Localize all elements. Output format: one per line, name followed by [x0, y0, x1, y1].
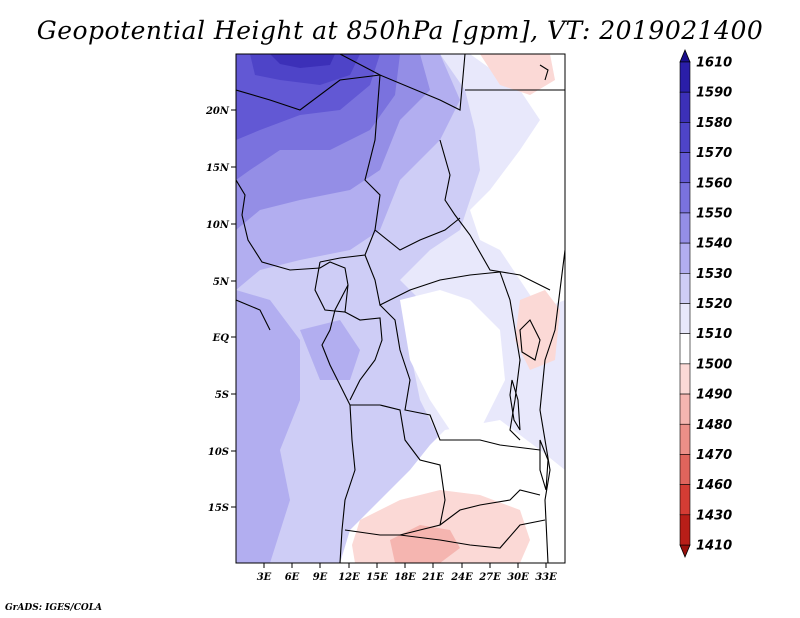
- border-angola: [350, 404, 446, 536]
- colorbar-label: 1510: [696, 327, 732, 342]
- map-frame: [235, 53, 566, 564]
- border-car-s: [364, 254, 501, 306]
- triangle-down-icon: [679, 544, 691, 559]
- colorbar-label: 1460: [696, 478, 732, 493]
- colorbar-bin: [679, 122, 691, 153]
- lat-tick-label: EQ: [212, 333, 230, 344]
- field-1570: [250, 54, 360, 85]
- lon-tick-label: 12E: [338, 572, 360, 583]
- boundaries: [236, 54, 565, 563]
- colorbar-bin: [679, 393, 691, 425]
- lat-tick-label: 15N: [206, 163, 230, 174]
- border-drc: [379, 304, 541, 451]
- colorbar-bin: [679, 152, 691, 184]
- height-field: [236, 54, 565, 563]
- colorbar-bin: [679, 91, 691, 123]
- field-1490-ne: [480, 54, 555, 95]
- lon-tick-label: 6E: [285, 572, 300, 583]
- coast-sinai: [539, 64, 549, 81]
- lat-tick-label: 20N: [205, 106, 230, 117]
- border-libya: [339, 54, 466, 111]
- colorbar-bin: [679, 423, 691, 455]
- lake-victoria: [519, 319, 541, 361]
- lake-malawi: [539, 439, 549, 491]
- border-sudan: [439, 139, 551, 291]
- lat-tick-label: 15S: [208, 503, 229, 514]
- border-chad-nigeria: [319, 74, 381, 263]
- lat-tick-label: 5S: [215, 390, 229, 401]
- colorbar-label: 1580: [696, 116, 732, 131]
- lon-tick-label: 3E: [257, 572, 272, 583]
- colorbar-label: 1430: [696, 508, 732, 523]
- colorbar-bin: [679, 333, 691, 365]
- border-zambia: [439, 489, 541, 526]
- colorbar-bin: [679, 242, 691, 274]
- lon-tick-label: 30E: [507, 572, 529, 583]
- field-1500-c: [400, 290, 505, 430]
- border-cameroon: [314, 261, 349, 313]
- grads-credit: GrADS: IGES/COLA: [5, 603, 103, 613]
- colorbar-label: 1410: [696, 539, 732, 554]
- map-title: Geopotential Height at 850hPa [gpm], VT:…: [36, 16, 764, 45]
- lat-tick-label: 10S: [208, 447, 229, 458]
- colorbar-label: 1520: [696, 297, 732, 312]
- colorbar-bin: [679, 484, 691, 516]
- field-1530-w: [236, 290, 300, 563]
- border-gulf: [236, 299, 271, 331]
- lon-tick-label: 9E: [313, 572, 328, 583]
- lake-tanganyika: [509, 379, 521, 431]
- lon-tick-label: 18E: [394, 572, 416, 583]
- colorbar-label: 1560: [696, 176, 732, 191]
- colorbar-label: 1530: [696, 267, 732, 282]
- lat-tick-label: 5N: [213, 277, 230, 288]
- coastline-west: [236, 179, 356, 563]
- colorbar-label: 1540: [696, 237, 732, 252]
- colorbar-bin: [679, 303, 691, 334]
- colorbar-bin: [679, 212, 691, 244]
- lon-axis: 3E 6E 9E 12E 15E 18E 21E 24E 27E 30E 33E: [257, 563, 557, 583]
- colorbar-bin: [679, 61, 691, 93]
- colorbar-label: 1590: [696, 86, 732, 101]
- border-namibia: [344, 519, 546, 549]
- field-1580: [270, 54, 335, 68]
- lon-tick-label: 21E: [421, 572, 444, 583]
- colorbar: 1610 1590 1580 1570 1560 1550 1540 1530 1520 1510…: [679, 48, 732, 559]
- border-congo: [344, 311, 383, 401]
- lon-tick-label: 27E: [478, 572, 501, 583]
- field-1500-n: [470, 54, 565, 310]
- lat-axis: 20N 15N 10N 5N EQ 5S 10S 15S: [205, 106, 236, 514]
- triangle-up-icon: [679, 48, 691, 63]
- field-1480-s: [390, 525, 460, 563]
- colorbar-label: 1610: [696, 56, 732, 71]
- colorbar-label: 1550: [696, 206, 732, 221]
- colorbar-bin: [679, 454, 691, 485]
- colorbar-label: 1500: [696, 357, 732, 372]
- colorbar-bin: [679, 514, 691, 546]
- colorbar-label: 1480: [696, 418, 732, 433]
- colorbar-bin: [679, 182, 691, 214]
- border-niger: [236, 74, 381, 111]
- border-drc-east: [499, 271, 521, 441]
- coastline-east: [539, 249, 565, 563]
- colorbar-bin: [679, 363, 691, 395]
- colorbar-label: 1570: [696, 146, 732, 161]
- border-car-n: [374, 217, 461, 251]
- lon-tick-label: 15E: [366, 572, 388, 583]
- colorbar-bin: [679, 273, 691, 304]
- lat-tick-label: 10N: [206, 220, 230, 231]
- field-1530-c: [300, 320, 360, 380]
- lon-tick-label: 24E: [450, 572, 473, 583]
- colorbar-label: 1490: [696, 388, 732, 403]
- colorbar-label: 1470: [696, 448, 732, 463]
- lon-tick-label: 33E: [535, 572, 557, 583]
